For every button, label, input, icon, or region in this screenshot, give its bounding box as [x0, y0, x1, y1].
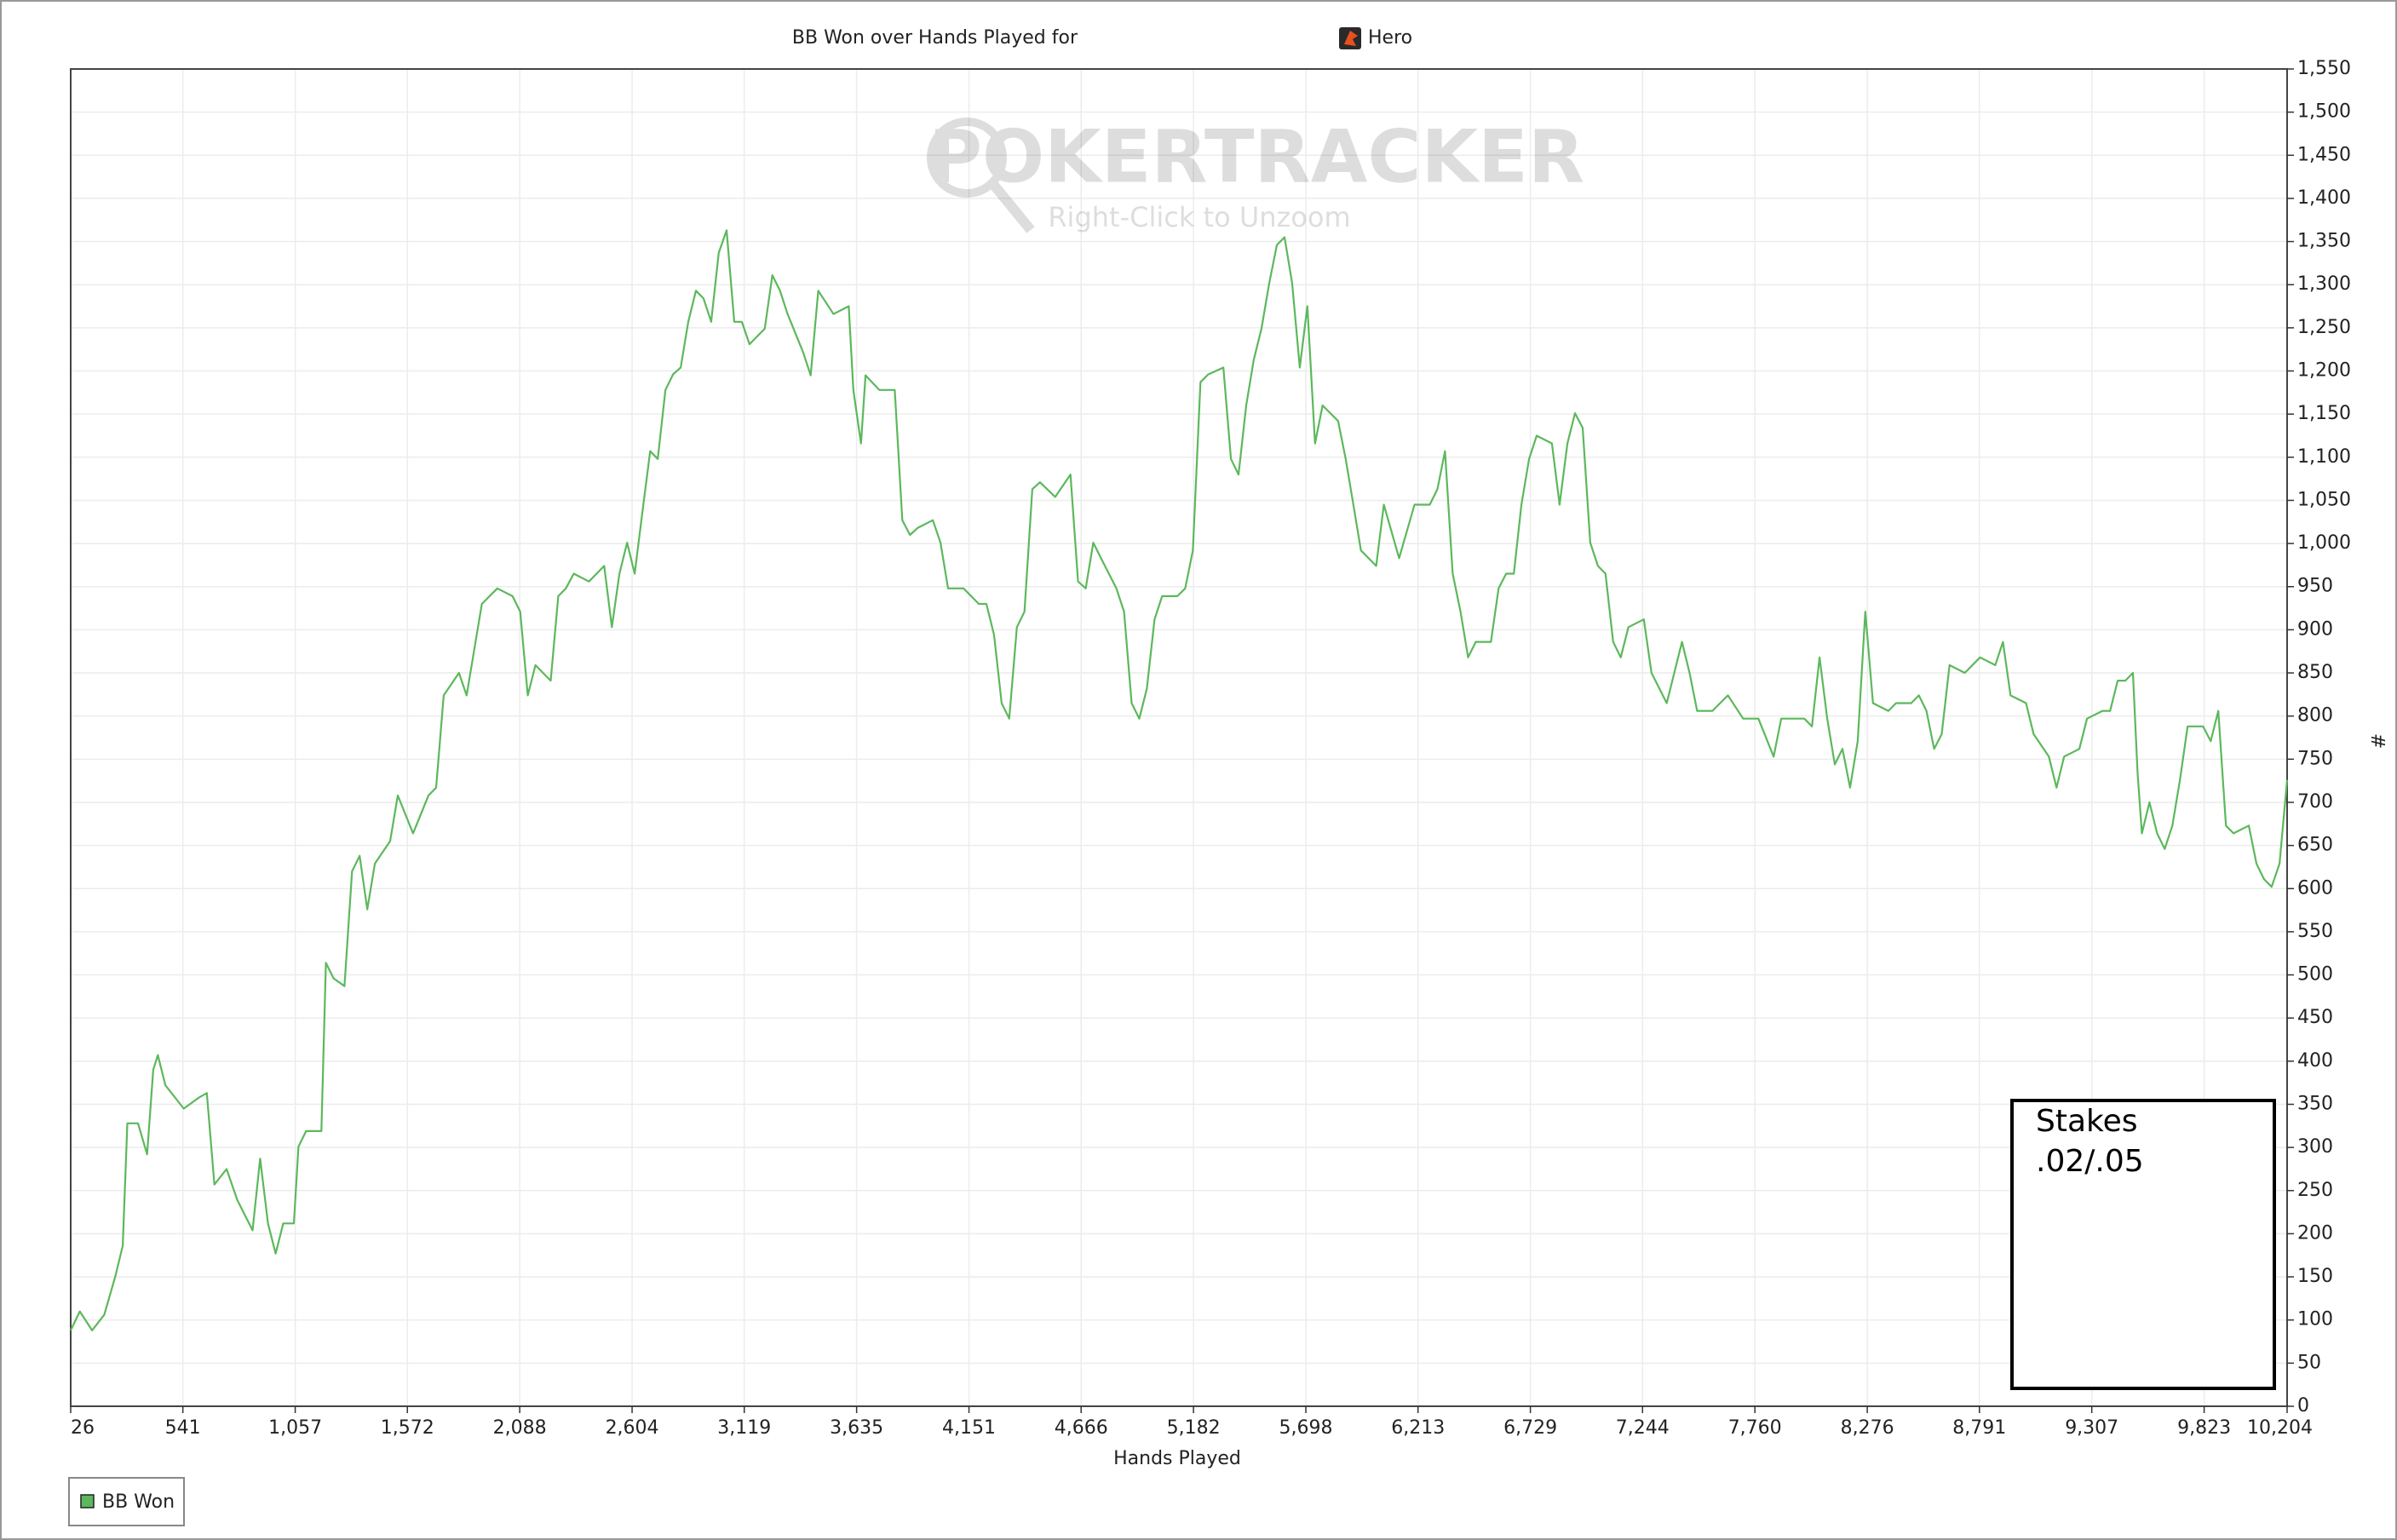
data-line: [70, 229, 2289, 1331]
x-tick-label: 8,791: [1952, 1417, 2006, 1439]
y-tick-label: 150: [2297, 1266, 2333, 1287]
legend-swatch: [80, 1494, 95, 1508]
x-tick-label: 541: [165, 1417, 201, 1439]
y-tick-label: 750: [2297, 748, 2333, 769]
y-tick-label: 800: [2297, 705, 2333, 727]
x-tick-label: 6,213: [1391, 1417, 1445, 1439]
y-tick-label: 300: [2297, 1136, 2333, 1158]
x-tick-label: 3,635: [830, 1417, 883, 1439]
plot-area: [70, 68, 2288, 1407]
x-tick-label: 5,698: [1279, 1417, 1333, 1439]
player-name: Hero: [1368, 27, 1412, 49]
y-tick-label: 1,200: [2297, 360, 2351, 382]
y-axis-label: #: [2366, 733, 2388, 749]
watermark-hint: Right-Click to Unzoom: [1048, 201, 1350, 233]
y-tick-label: 100: [2297, 1309, 2333, 1330]
player-icon: [1339, 27, 1361, 49]
y-tick-label: 1,450: [2297, 144, 2351, 165]
y-tick-label: 1,150: [2297, 403, 2351, 424]
x-tick-label: 9,307: [2065, 1417, 2118, 1439]
x-tick-label: 2,604: [606, 1417, 659, 1439]
x-tick-label: 4,151: [942, 1417, 996, 1439]
y-tick-label: 1,250: [2297, 317, 2351, 338]
y-tick-label: 50: [2297, 1352, 2321, 1373]
y-tick-label: 900: [2297, 618, 2333, 640]
watermark: POKERTRACKER Right-Click to Unzoom: [927, 114, 1584, 233]
annotation-line: .02/.05: [2036, 1144, 2144, 1179]
x-tick-label: 8,276: [1841, 1417, 1894, 1439]
y-tick-label: 550: [2297, 921, 2333, 942]
y-tick-label: 400: [2297, 1050, 2333, 1072]
x-tick-label: 2,088: [493, 1417, 547, 1439]
x-tick-label: 7,760: [1728, 1417, 1782, 1439]
x-tick-label: 1,572: [381, 1417, 434, 1439]
y-tick-label: 1,100: [2297, 446, 2351, 468]
x-tick-label: 26: [71, 1417, 95, 1439]
y-tick-label: 1,500: [2297, 101, 2351, 123]
y-tick-label: 200: [2297, 1222, 2333, 1244]
y-tick-label: 1,350: [2297, 231, 2351, 252]
y-tick-label: 250: [2297, 1180, 2333, 1201]
annotation-line: Stakes: [2036, 1104, 2138, 1139]
y-tick-label: 0: [2297, 1395, 2309, 1416]
legend: BB Won: [68, 1477, 185, 1526]
x-tick-label: 4,666: [1055, 1417, 1108, 1439]
x-tick-label: 10,204: [2247, 1417, 2313, 1439]
y-tick-label: 650: [2297, 835, 2333, 856]
x-tick-label: 1,057: [268, 1417, 322, 1439]
y-tick-label: 1,550: [2297, 58, 2351, 79]
chart-title: BB Won over Hands Played for: [792, 27, 1078, 49]
y-tick-label: 950: [2297, 576, 2333, 597]
x-tick-label: 5,182: [1167, 1417, 1221, 1439]
y-tick-label: 450: [2297, 1007, 2333, 1028]
y-tick-label: 600: [2297, 877, 2333, 899]
y-tick-label: 1,400: [2297, 187, 2351, 209]
y-tick-label: 1,050: [2297, 489, 2351, 510]
x-axis-label: Hands Played: [1113, 1448, 1241, 1469]
annotation: Stakes .02/.05: [2010, 1099, 2276, 1390]
y-tick-label: 700: [2297, 791, 2333, 813]
x-tick-label: 6,729: [1503, 1417, 1557, 1439]
x-tick-label: 9,823: [2177, 1417, 2231, 1439]
y-tick-label: 850: [2297, 662, 2333, 683]
x-tick-label: 7,244: [1616, 1417, 1670, 1439]
y-tick-label: 1,000: [2297, 532, 2351, 554]
watermark-brand: POKERTRACKER: [928, 114, 1584, 199]
x-tick-label: 3,119: [717, 1417, 771, 1439]
y-tick-label: 350: [2297, 1093, 2333, 1114]
legend-label: BB Won: [102, 1491, 175, 1513]
y-tick-label: 1,300: [2297, 273, 2351, 295]
y-tick-label: 500: [2297, 964, 2333, 985]
